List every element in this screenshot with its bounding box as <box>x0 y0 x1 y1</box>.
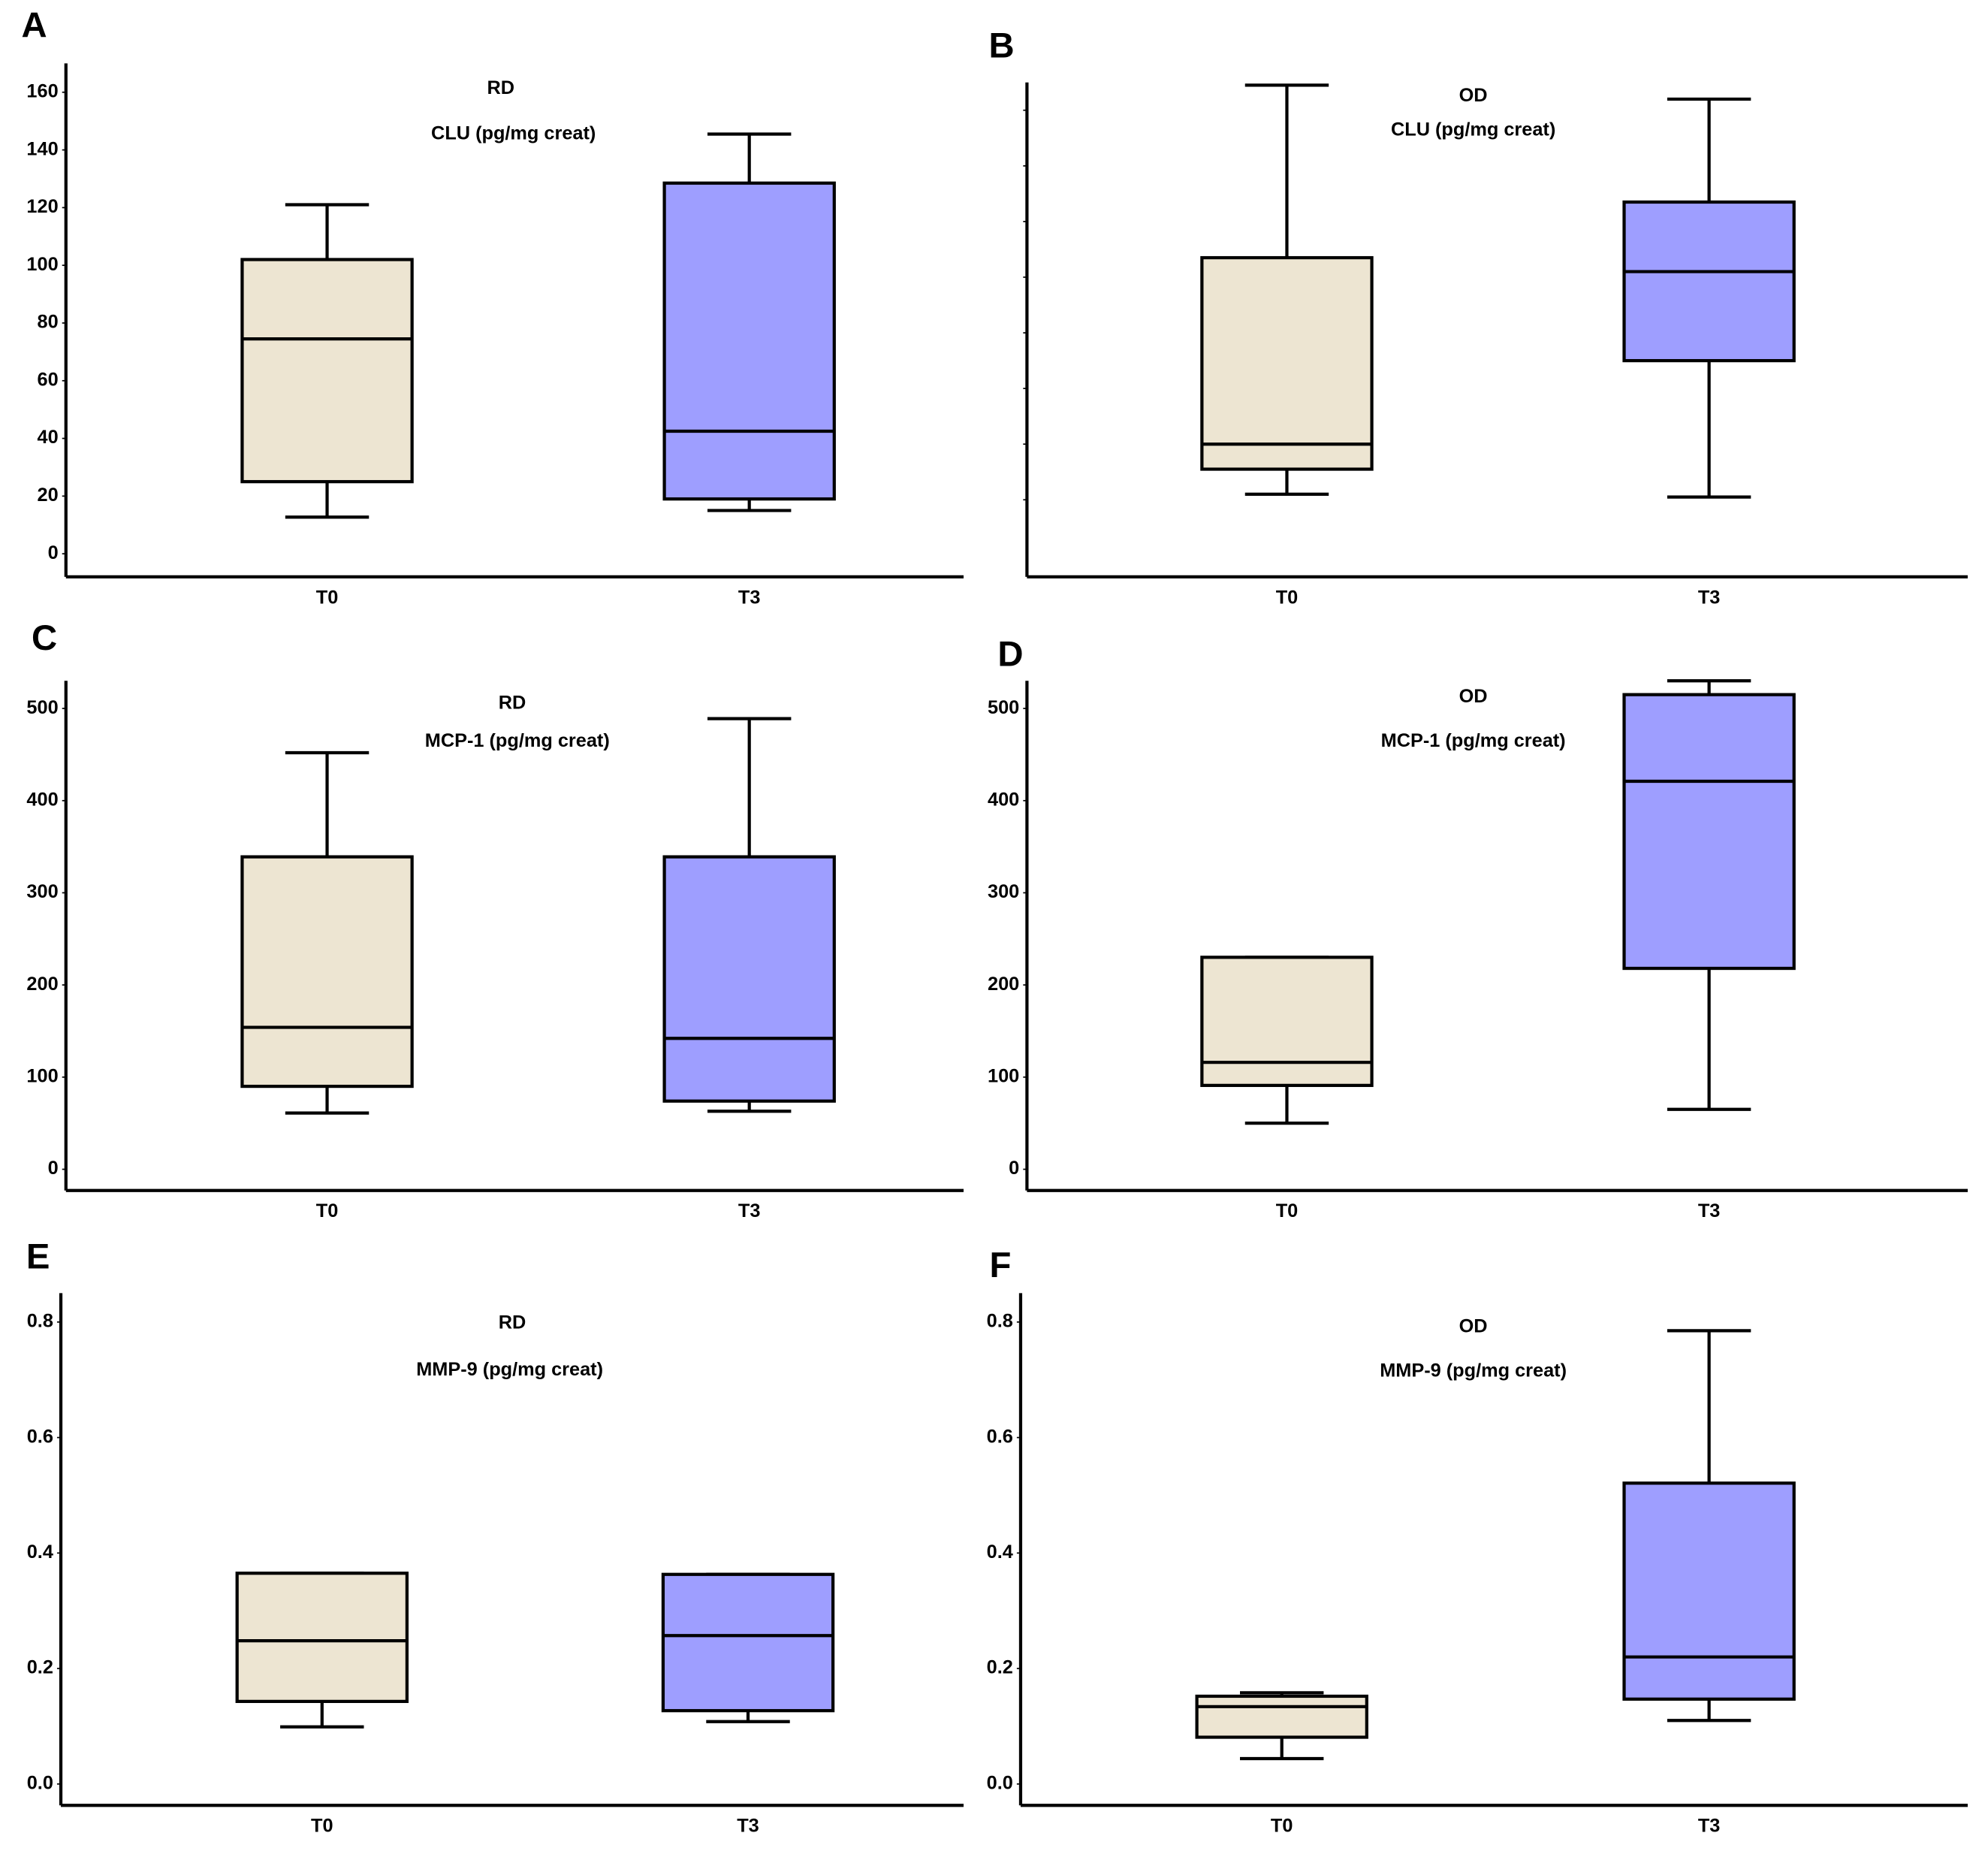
box <box>240 258 414 484</box>
y-tick-label: 0.2 <box>27 1657 53 1678</box>
panel-label: B <box>989 26 1015 66</box>
chart-title: OD <box>1459 1316 1488 1337</box>
y-tick-label: 200 <box>988 974 1019 995</box>
chart-title: OD <box>1459 686 1488 707</box>
y-tick-label: 300 <box>988 881 1019 902</box>
y-tick-label: 40 <box>38 427 59 448</box>
x-tick-label: T0 <box>1271 1816 1293 1837</box>
x-tick-label: T0 <box>311 1816 333 1837</box>
y-tick-label: 500 <box>26 697 58 718</box>
y-tick-label: 20 <box>38 485 59 506</box>
y-tick-label: 60 <box>38 369 59 390</box>
y-tick-label: 100 <box>988 1066 1019 1087</box>
y-tick-label: 0.0 <box>27 1772 53 1793</box>
panel-label: F <box>990 1246 1012 1285</box>
box <box>235 1572 409 1703</box>
y-tick-label: 0.8 <box>987 1311 1013 1332</box>
x-tick-label: T0 <box>1276 1200 1299 1221</box>
box <box>1195 1694 1368 1739</box>
box <box>1622 1481 1796 1701</box>
box <box>1622 693 1796 971</box>
y-tick-label: 0 <box>48 542 59 563</box>
box <box>661 1572 835 1713</box>
x-tick-label: T3 <box>737 1816 759 1837</box>
chart-subtitle: MMP-9 (pg/mg creat) <box>416 1359 603 1380</box>
y-tick-label: 200 <box>26 974 58 995</box>
y-tick-label: 0.8 <box>27 1311 53 1332</box>
x-tick-label: T3 <box>1698 1200 1721 1221</box>
chart-subtitle: MMP-9 (pg/mg creat) <box>1380 1360 1567 1381</box>
x-tick-label: T3 <box>1698 587 1721 608</box>
y-tick-label: 300 <box>26 881 58 902</box>
x-tick-label: T3 <box>1698 1816 1721 1837</box>
y-tick-label: 400 <box>26 789 58 810</box>
box <box>662 855 836 1103</box>
y-tick-label: 140 <box>26 138 58 159</box>
chart-title: OD <box>1459 85 1488 106</box>
y-tick-label: 400 <box>988 789 1019 810</box>
box <box>1200 956 1374 1087</box>
chart-subtitle: MCP-1 (pg/mg creat) <box>1381 730 1566 751</box>
y-tick-label: 0.0 <box>987 1772 1013 1793</box>
box <box>662 181 836 501</box>
x-tick-label: T3 <box>738 587 761 608</box>
y-tick-label: 100 <box>26 1066 58 1087</box>
y-tick-label: 160 <box>26 80 58 101</box>
chart-title: RD <box>499 692 526 713</box>
y-tick-label: 0.6 <box>27 1426 53 1447</box>
chart-subtitle: MCP-1 (pg/mg creat) <box>425 730 610 751</box>
y-tick-label: 80 <box>38 312 59 333</box>
y-tick-label: 0.4 <box>987 1541 1013 1563</box>
panel-label: E <box>26 1237 50 1276</box>
y-tick-label: 500 <box>988 697 1019 718</box>
y-tick-label: 120 <box>26 196 58 217</box>
x-tick-label: T0 <box>316 587 339 608</box>
box <box>1622 200 1796 363</box>
panel-label: A <box>22 6 47 46</box>
x-tick-label: T0 <box>1276 587 1299 608</box>
chart-subtitle: CLU (pg/mg creat) <box>1391 119 1555 140</box>
y-tick-label: 0 <box>1009 1158 1019 1179</box>
x-tick-label: T3 <box>738 1200 761 1221</box>
x-tick-label: T0 <box>316 1200 339 1221</box>
y-tick-label: 0 <box>48 1158 59 1179</box>
chart-subtitle: CLU (pg/mg creat) <box>431 123 596 144</box>
panel-label: D <box>997 635 1023 675</box>
y-tick-label: 0.6 <box>987 1426 1013 1447</box>
box <box>240 855 414 1089</box>
chart-title: RD <box>487 77 515 98</box>
box <box>1200 255 1374 471</box>
chart-title: RD <box>499 1312 526 1333</box>
panel-label: C <box>32 618 57 658</box>
y-tick-label: 0.2 <box>987 1657 1013 1678</box>
y-tick-label: 0.4 <box>27 1541 53 1563</box>
y-tick-label: 100 <box>26 254 58 275</box>
